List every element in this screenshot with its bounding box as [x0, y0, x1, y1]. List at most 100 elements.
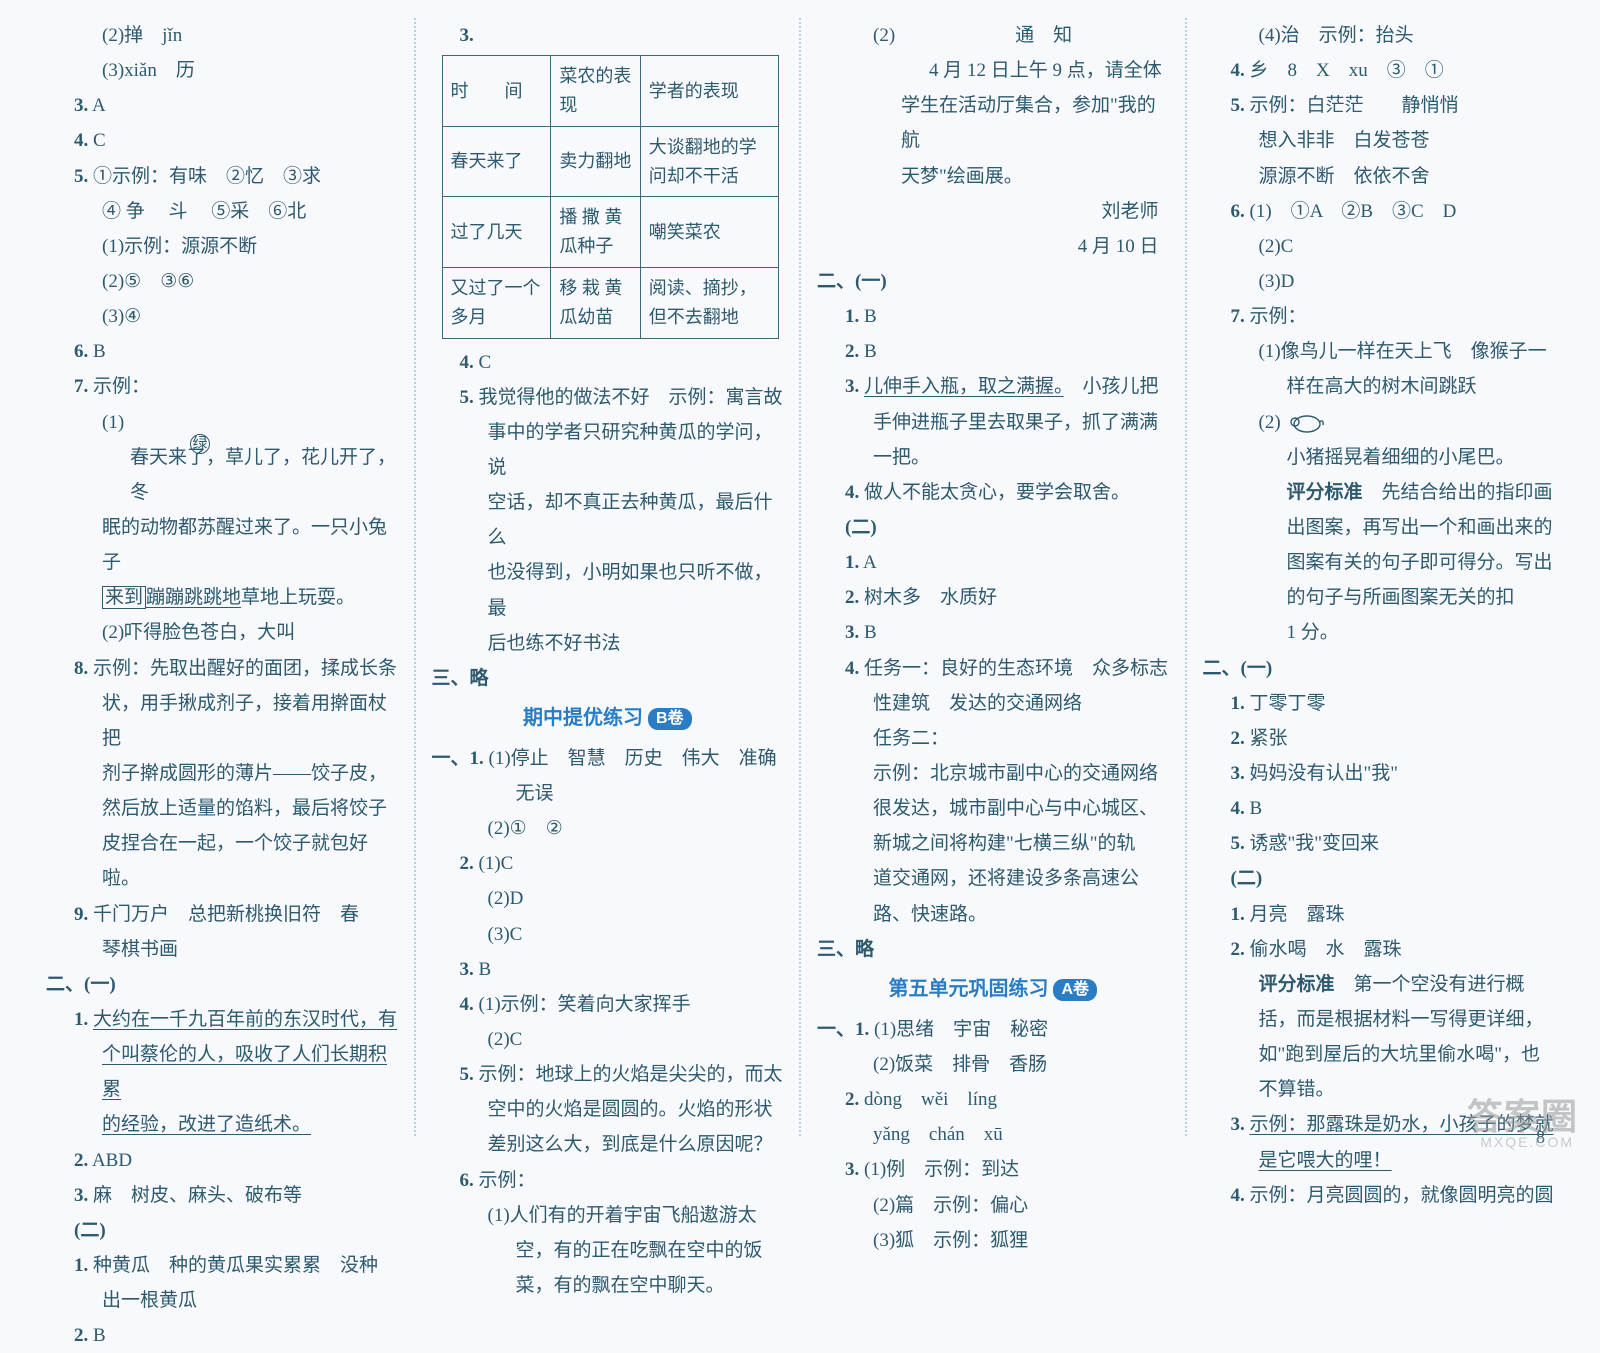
line: 新城之间将构建"七横三纵"的轨	[817, 826, 1169, 861]
num: 1.	[1231, 904, 1245, 925]
num: 4.	[460, 352, 474, 373]
line: 琴棋书画	[46, 932, 398, 967]
exercise-title: 第五单元巩固练习 A卷	[817, 971, 1169, 1008]
cell: 卖力翻地	[551, 126, 640, 197]
num: 1.	[470, 748, 484, 769]
item: 2. ABD	[46, 1143, 398, 1178]
line: ④ 争 斗 ⑤采 ⑥北	[46, 194, 398, 229]
line: 路、快速路。	[817, 897, 1169, 932]
item: 4. 做人不能太贪心，要学会取舍。	[817, 475, 1169, 510]
val: B	[93, 341, 106, 362]
num: 2.	[460, 853, 474, 874]
num: 9.	[74, 904, 88, 925]
line: 学生在活动厅集合，参加"我的航	[817, 88, 1169, 158]
item: 3. B	[817, 615, 1169, 650]
num: 5.	[1231, 95, 1245, 116]
line: (2)⑤ ③⑥	[46, 264, 398, 299]
line: (2)饭菜 排骨 香肠	[817, 1047, 1169, 1082]
num: 5.	[1231, 833, 1245, 854]
num: 2.	[1231, 939, 1245, 960]
section-heading: 二、(一)	[46, 967, 398, 1002]
num: 1.	[845, 306, 859, 327]
hand-annotation: 绿	[190, 426, 210, 461]
val: B	[864, 341, 877, 362]
line: 括，而是根据材料一写得更详细，	[1203, 1002, 1555, 1037]
cell: 阅读、摘抄，但不去翻地	[640, 267, 778, 338]
item: 5. ①示例：有味 ②忆 ③求	[46, 159, 398, 194]
item: 2. 偷水喝 水 露珠	[1203, 932, 1555, 967]
num: 7.	[74, 376, 88, 397]
num: 2.	[845, 341, 859, 362]
line: 菜，有的飘在空中聊天。	[432, 1268, 784, 1303]
line: (4)治 示例：抬头	[1203, 18, 1555, 53]
item: 3. 妈妈没有认出"我"	[1203, 756, 1555, 791]
item: 3. (1)例 示例：到达	[817, 1152, 1169, 1187]
line: 春天来了，草儿了，花儿开了，冬 绿	[46, 440, 398, 510]
val: ABD	[92, 1150, 132, 1171]
line: 小猪摇晃着细细的小尾巴。	[1203, 440, 1555, 475]
num: 1.	[74, 1009, 88, 1030]
line: 空，有的正在吃飘在空中的饭	[432, 1233, 784, 1268]
num: 4.	[845, 482, 859, 503]
val: 示例：	[93, 376, 150, 397]
val: 种黄瓜 种的黄瓜果实累累 没种	[93, 1255, 378, 1276]
line: 的句子与所画图案无关的扣	[1203, 580, 1555, 615]
column-2: 3. 时 间 菜农的表现 学者的表现 春天来了 卖力翻地 大谈翻地的学问却不干活…	[414, 18, 800, 1136]
val: (1)例 示例：到达	[864, 1159, 1019, 1180]
item: 9. 千门万户 总把新桃换旧符 春	[46, 897, 398, 932]
val: 儿伸手入瓶，取之满握。	[864, 376, 1064, 397]
item: 6. B	[46, 334, 398, 369]
cell: 播 撒 黄 瓜种子	[551, 197, 640, 268]
section-heading: 三、略	[817, 932, 1169, 967]
line: 性建筑 发达的交通网络	[817, 686, 1169, 721]
line: (3)狐 示例：狐狸	[817, 1223, 1169, 1258]
item: 3. 麻 树皮、麻头、破布等	[46, 1178, 398, 1213]
item: 5. 示例：白茫茫 静悄悄	[1203, 88, 1555, 123]
item: 2. 树木多 水质好	[817, 580, 1169, 615]
val: 大约在一千九百年前的东汉时代，有	[93, 1009, 397, 1030]
cell: 春天来了	[442, 126, 551, 197]
line: (1)像鸟儿一样在天上飞 像猴子一	[1203, 334, 1555, 369]
num: 2.	[845, 1089, 859, 1110]
num: 3.	[1231, 763, 1245, 784]
boxed: 来到	[102, 586, 146, 609]
pig-icon	[1285, 412, 1325, 434]
line: 天梦"绘画展。	[817, 159, 1169, 194]
val: 紧张	[1250, 728, 1288, 749]
line: (3)④	[46, 299, 398, 334]
val: 妈妈没有认出"我"	[1250, 763, 1399, 784]
line: 评分标准 先结合给出的指印画	[1203, 475, 1555, 510]
item: 2. 紧张	[1203, 721, 1555, 756]
num: 3.	[460, 959, 474, 980]
cell: 嘲笑菜农	[640, 197, 778, 268]
line: 如"跑到屋后的大坑里偷水喝"，也	[1203, 1037, 1555, 1072]
num: 6.	[460, 1170, 474, 1191]
line: 空话，却不真正去种黄瓜，最后什么	[432, 485, 784, 555]
cell: 移 栽 黄 瓜幼苗	[551, 267, 640, 338]
num: 3.	[845, 1159, 859, 1180]
column-1: (2)掸 jǐn (3)xiǎn 历 3. A 4. C 5. ①示例：有味 ②…	[30, 18, 414, 1136]
num: 2.	[74, 1325, 88, 1346]
num: 1.	[74, 1255, 88, 1276]
val: C	[93, 130, 106, 151]
line: (2)吓得脸色苍白，大叫	[46, 615, 398, 650]
item: 一、1. (1)停止 智慧 历史 伟大 准确	[432, 741, 784, 776]
item: 5. 我觉得他的做法不好 示例：寓言故	[432, 380, 784, 415]
val: A	[92, 95, 106, 116]
item: 2. B	[46, 1318, 398, 1353]
line: 刘老师	[817, 194, 1169, 229]
section-heading: 二、(一)	[817, 264, 1169, 299]
item: 2. B	[817, 334, 1169, 369]
line: yǎng chán xū	[817, 1117, 1169, 1152]
val: 做人不能太贪心，要学会取舍。	[864, 482, 1130, 503]
num: 3.	[845, 376, 859, 397]
item: 7. 示例：	[46, 369, 398, 404]
item: 4. 乡 8 X xu ③ ①	[1203, 53, 1555, 88]
val: B	[864, 622, 877, 643]
line: (2)	[1203, 405, 1555, 440]
val: B	[479, 959, 492, 980]
cell: 过了几天	[442, 197, 551, 268]
item: 4. 任务一：良好的生态环境 众多标志	[817, 651, 1169, 686]
rubric-label: 评分标准	[1287, 482, 1363, 503]
num: 4.	[460, 994, 474, 1015]
